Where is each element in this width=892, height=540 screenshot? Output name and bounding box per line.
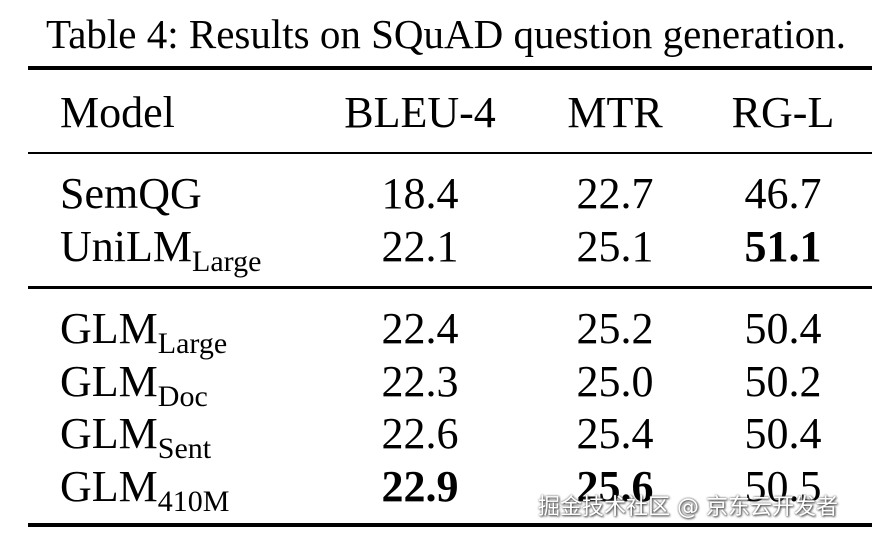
score-cell: 25.2 <box>576 304 654 353</box>
score-cell: 25.6 <box>576 461 654 511</box>
model-subscript: 410M <box>157 484 230 518</box>
caption: Table 4: Results on SQuAD question gener… <box>46 11 846 57</box>
score-cell: 50.2 <box>744 356 822 406</box>
model-base: SemQG <box>60 169 202 218</box>
score-cell: 22.1 <box>381 221 459 271</box>
bottom-rule <box>28 523 872 527</box>
model-name: GLMDoc <box>60 356 208 411</box>
header-cell: BLEU-4 <box>344 88 496 137</box>
score-cell: 25.1 <box>576 221 654 271</box>
header-cell: RG-L <box>731 88 835 137</box>
score-cell: 25.4 <box>576 409 654 458</box>
model-base: UniLM <box>60 221 192 271</box>
score-cell: 50.4 <box>744 409 822 458</box>
header-cell: Model <box>60 88 175 137</box>
model-base: GLM <box>60 356 158 406</box>
model-base: GLM <box>60 461 158 511</box>
model-subscript: Doc <box>157 379 208 413</box>
model-base: GLM <box>60 409 158 458</box>
header-cell: MTR <box>567 88 663 137</box>
model-name: UniLMLarge <box>60 221 261 276</box>
watermark: 掘金技术社区 @ 京东云开发者 <box>538 495 838 520</box>
score-cell: 50.5 <box>744 461 822 511</box>
score-cell: 22.3 <box>381 356 459 406</box>
top-rule <box>28 66 872 70</box>
model-name: GLMLarge <box>60 304 227 359</box>
score-cell: 46.7 <box>744 169 822 218</box>
model-name: GLMSent <box>60 409 211 464</box>
score-cell: 25.0 <box>576 356 654 406</box>
group-rule <box>28 286 872 289</box>
score-cell: 22.6 <box>381 409 459 458</box>
model-subscript: Large <box>157 327 228 360</box>
model-base: GLM <box>60 304 158 353</box>
score-cell: 18.4 <box>381 169 459 218</box>
score-cell: 22.9 <box>381 461 459 511</box>
header-rule <box>28 152 872 154</box>
score-cell: 22.7 <box>576 169 654 218</box>
score-cell: 22.4 <box>381 304 459 353</box>
model-subscript: Sent <box>157 432 212 465</box>
score-cell: 50.4 <box>744 304 822 353</box>
model-name: SemQG <box>60 172 202 216</box>
score-cell: 51.1 <box>744 221 822 271</box>
model-subscript: Large <box>192 244 262 278</box>
model-name: GLM410M <box>60 461 229 516</box>
